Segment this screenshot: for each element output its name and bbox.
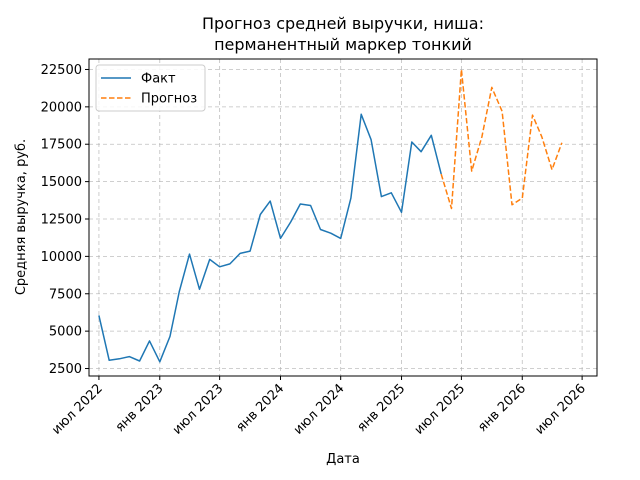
y-tick-label: 12500 [41, 212, 82, 227]
legend-label-fact: Факт [141, 72, 176, 87]
series-line-fact [98, 113, 442, 363]
y-tick-label: 2500 [49, 362, 82, 377]
x-tick-label: янв 2024 [233, 381, 287, 435]
legend: Факт Прогноз [95, 64, 206, 112]
y-tick-label: 17500 [41, 138, 82, 153]
legend-label-forecast: Прогноз [141, 92, 197, 107]
y-tick-label: 22500 [41, 63, 82, 78]
grid [89, 59, 597, 376]
x-tick-label: июл 2024 [291, 381, 348, 438]
x-tick-label: июл 2025 [412, 381, 469, 438]
chart-title-line-1: Прогноз средней выручки, ниша: [202, 14, 484, 33]
x-tick-label: июл 2023 [170, 381, 227, 438]
x-tick-label: янв 2025 [354, 381, 408, 435]
x-axis-label: Дата [326, 452, 360, 467]
series-line-forecast [440, 68, 563, 210]
x-tick-label: янв 2023 [113, 381, 167, 435]
x-tick-label: янв 2026 [475, 381, 529, 435]
legend-box [95, 64, 206, 112]
series-layer [98, 68, 563, 363]
y-axis-label: Средняя выручка, руб. [14, 139, 29, 295]
y-tick-label: 10000 [41, 250, 82, 265]
y-tick-label: 7500 [49, 287, 82, 302]
plot-frame [88, 58, 598, 377]
y-tick-label: 15000 [41, 175, 82, 190]
x-tick-label: июл 2026 [532, 381, 589, 438]
x-tick-label: июл 2022 [49, 381, 106, 438]
y-tick-label: 5000 [49, 325, 82, 340]
ticks: 2500 5000 7500 10000 12500 15000 17500 20000 225… [41, 63, 589, 438]
chart-title-line-2: перманентный маркер тонкий [214, 35, 472, 54]
y-tick-label: 20000 [41, 100, 82, 115]
